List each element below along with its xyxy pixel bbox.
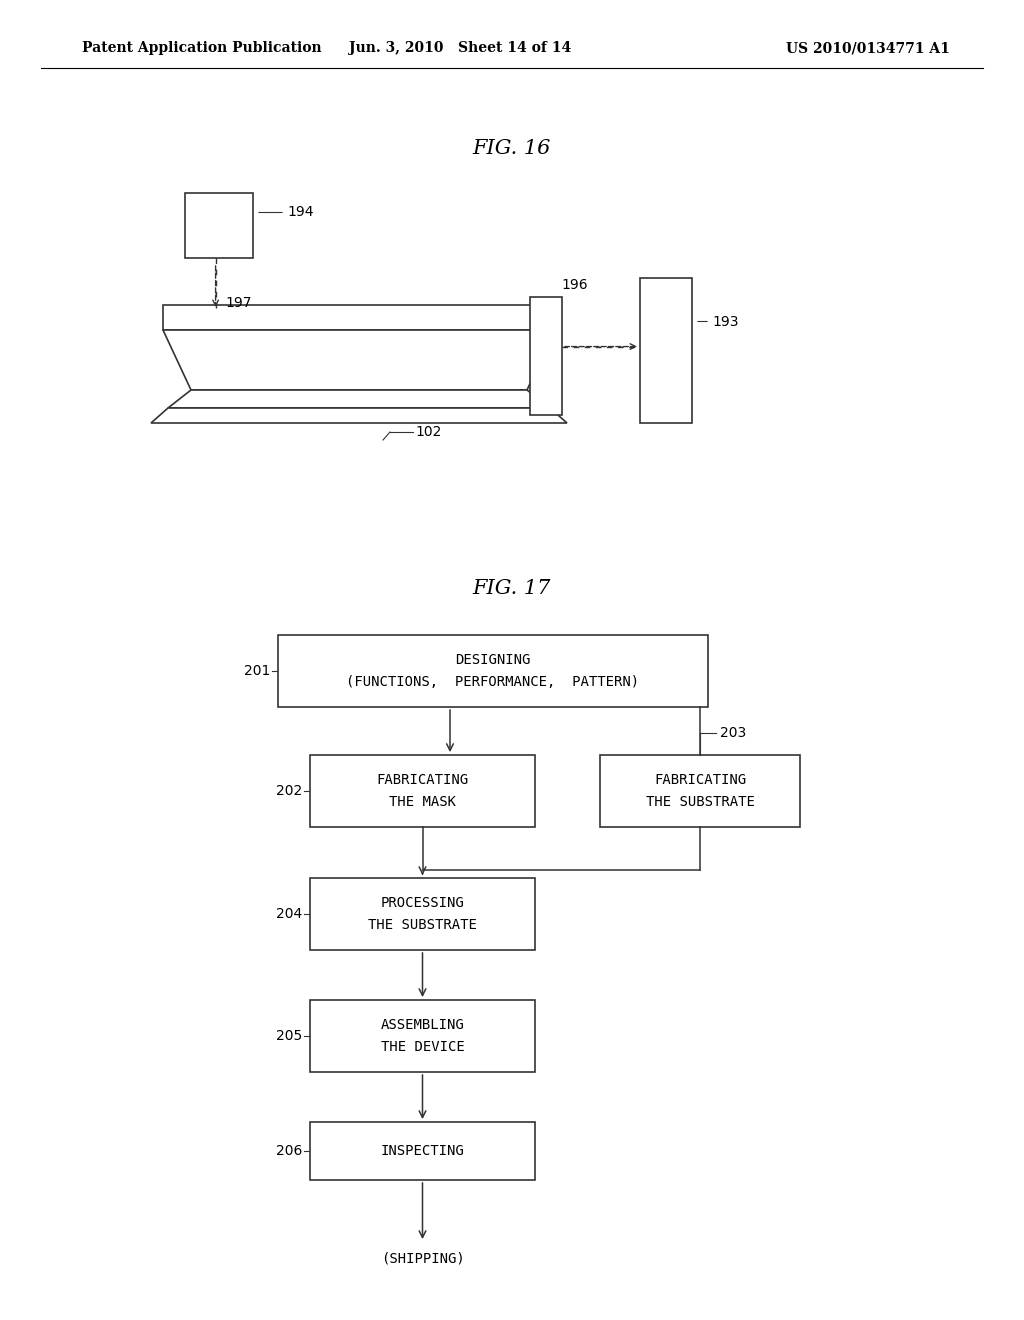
Text: 206: 206 bbox=[275, 1144, 302, 1158]
Text: Jun. 3, 2010   Sheet 14 of 14: Jun. 3, 2010 Sheet 14 of 14 bbox=[349, 41, 571, 55]
Text: 197: 197 bbox=[225, 296, 252, 310]
Bar bbox=[310, 878, 535, 950]
Text: 194: 194 bbox=[287, 206, 313, 219]
Bar bbox=[310, 1122, 535, 1180]
Text: 201: 201 bbox=[244, 664, 270, 678]
Bar bbox=[278, 635, 708, 708]
Text: 205: 205 bbox=[275, 1030, 302, 1043]
Text: (SHIPPING): (SHIPPING) bbox=[381, 1251, 464, 1265]
Text: 196: 196 bbox=[561, 279, 588, 292]
Text: THE SUBSTRATE: THE SUBSTRATE bbox=[368, 917, 477, 932]
Bar bbox=[185, 193, 253, 257]
Polygon shape bbox=[151, 408, 567, 422]
Text: THE MASK: THE MASK bbox=[389, 795, 456, 809]
Bar bbox=[163, 305, 555, 330]
Text: 204: 204 bbox=[275, 907, 302, 921]
Text: 202: 202 bbox=[275, 784, 302, 799]
Text: 203: 203 bbox=[720, 726, 746, 741]
Text: Patent Application Publication: Patent Application Publication bbox=[82, 41, 322, 55]
Text: US 2010/0134771 A1: US 2010/0134771 A1 bbox=[786, 41, 950, 55]
Polygon shape bbox=[163, 330, 555, 389]
Bar bbox=[530, 297, 562, 414]
Bar bbox=[310, 755, 535, 828]
Text: ASSEMBLING: ASSEMBLING bbox=[381, 1018, 464, 1032]
Text: FABRICATING: FABRICATING bbox=[377, 774, 469, 787]
Bar bbox=[640, 279, 692, 422]
Text: INSPECTING: INSPECTING bbox=[381, 1144, 464, 1158]
Text: FIG. 17: FIG. 17 bbox=[473, 578, 551, 598]
Text: THE SUBSTRATE: THE SUBSTRATE bbox=[645, 795, 755, 809]
Text: PROCESSING: PROCESSING bbox=[381, 896, 464, 911]
Bar bbox=[310, 1001, 535, 1072]
Bar bbox=[600, 755, 800, 828]
Text: 193: 193 bbox=[712, 314, 738, 329]
Polygon shape bbox=[168, 389, 550, 408]
Text: DESIGNING: DESIGNING bbox=[456, 653, 530, 667]
Text: FABRICATING: FABRICATING bbox=[654, 774, 746, 787]
Text: (FUNCTIONS,  PERFORMANCE,  PATTERN): (FUNCTIONS, PERFORMANCE, PATTERN) bbox=[346, 675, 640, 689]
Text: FIG. 16: FIG. 16 bbox=[473, 139, 551, 157]
Text: THE DEVICE: THE DEVICE bbox=[381, 1040, 464, 1053]
Text: 102: 102 bbox=[415, 425, 441, 440]
